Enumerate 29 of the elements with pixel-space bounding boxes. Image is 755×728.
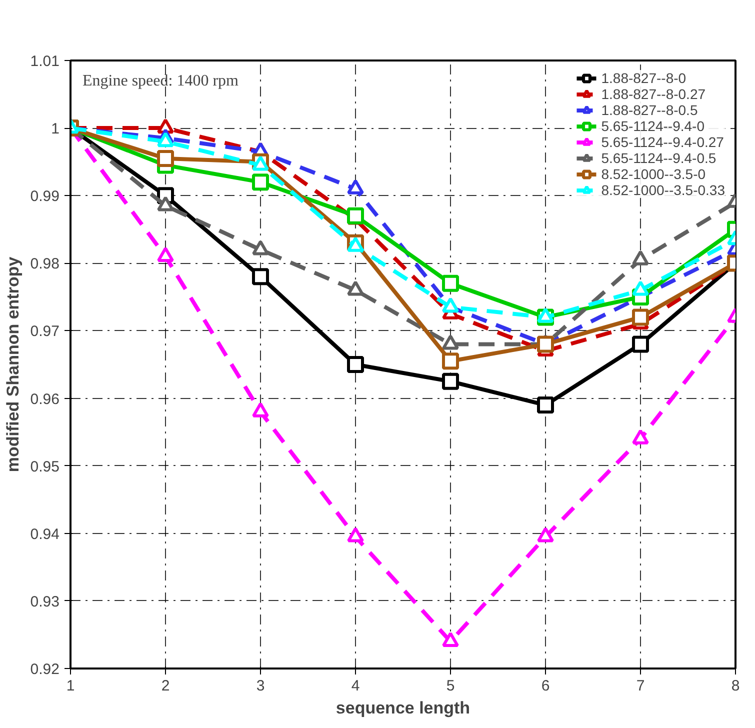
- x-tick-label: 1: [66, 678, 75, 694]
- legend-label: 1.88-827--8-0.5: [601, 102, 698, 118]
- y-tick-label: 0.93: [30, 593, 60, 610]
- legend-label: 5.65-1124--9.4-0.27: [601, 134, 724, 150]
- y-tick-label: 0.99: [30, 188, 60, 206]
- legend-label: 8.52-1000--3.5-0: [601, 166, 706, 182]
- y-tick-label: 0.94: [30, 526, 60, 543]
- x-axis-title: sequence length: [336, 698, 470, 718]
- y-tick-label: 0.96: [30, 390, 60, 408]
- y-tick-label: 1: [51, 120, 60, 138]
- x-tick-label: 2: [161, 678, 170, 694]
- y-tick-label: 1.01: [30, 53, 60, 70]
- x-tick-label: 3: [256, 678, 265, 694]
- y-axis-title: modified Shannon entropy: [3, 256, 22, 472]
- x-tick-label: 6: [541, 678, 550, 694]
- x-tick-label: 5: [446, 678, 455, 694]
- legend-label: 5.65-1124--9.4-0: [601, 118, 704, 134]
- y-tick-label: 0.92: [30, 661, 60, 678]
- annotation: Engine speed: 1400 rpm: [82, 72, 240, 90]
- y-tick-label: 0.95: [30, 458, 60, 476]
- y-tick-label: 0.98: [30, 256, 60, 273]
- legend-label: 8.52-1000--3.5-0.33: [601, 182, 725, 198]
- x-tick-label: 8: [731, 678, 740, 694]
- legend-label: 5.65-1124--9.4-0.5: [601, 150, 716, 166]
- y-tick-label: 0.97: [30, 323, 60, 340]
- x-tick-label: 4: [351, 678, 360, 694]
- legend-label: 1.88-827--8-0: [601, 70, 686, 86]
- x-tick-label: 7: [636, 678, 645, 694]
- legend-label: 1.88-827--8-0.27: [601, 86, 706, 102]
